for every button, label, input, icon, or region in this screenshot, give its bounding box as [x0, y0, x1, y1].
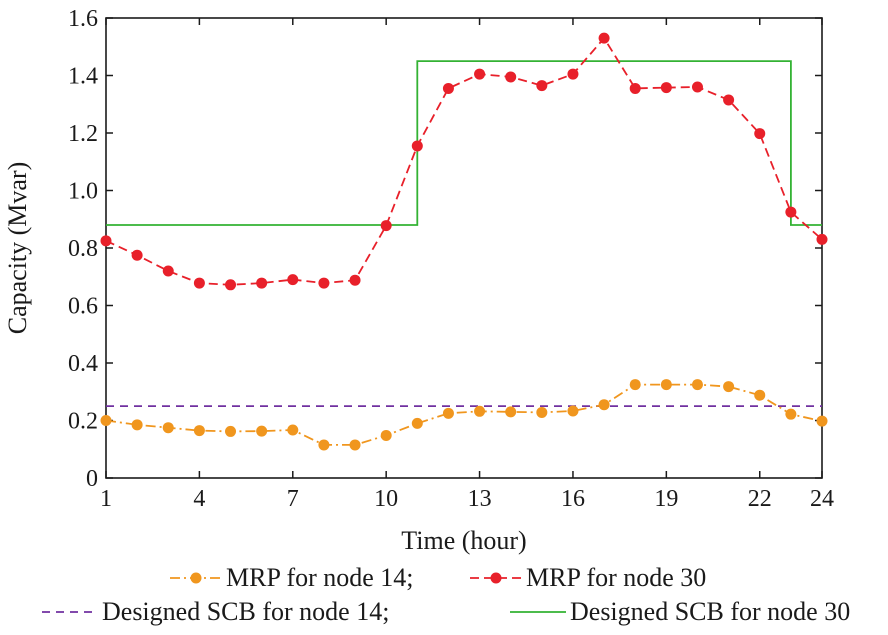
series-3	[106, 60, 822, 226]
legend-swatch-marker	[490, 572, 502, 584]
data-point	[318, 277, 330, 289]
data-point	[380, 429, 392, 441]
data-point	[100, 415, 112, 426]
legend-item-2: Designed SCB for node 14;	[42, 597, 389, 626]
data-point	[380, 220, 392, 232]
data-point	[411, 140, 423, 152]
data-point	[287, 424, 299, 436]
plot-frame	[105, 17, 823, 479]
data-point	[567, 405, 579, 417]
y-tick-label: 1.0	[68, 179, 98, 205]
series-0	[100, 379, 828, 451]
data-point	[754, 128, 766, 140]
data-point	[100, 235, 112, 247]
x-tick-label: 4	[193, 486, 205, 512]
data-point	[256, 277, 268, 289]
data-point	[411, 417, 423, 429]
data-point	[505, 71, 517, 83]
legend-label: Designed SCB for node 14;	[102, 597, 389, 626]
data-point	[536, 406, 548, 418]
y-tick-label: 1.2	[68, 121, 98, 147]
y-axis-ticks: 0 0.2 0.4 0.6 0.8 1.0 1.2 1.4 1.6	[68, 6, 822, 492]
y-tick-label: 0.8	[68, 236, 98, 262]
y-tick-label: 0.4	[68, 351, 98, 377]
x-tick-label: 7	[287, 486, 299, 512]
data-point	[474, 68, 486, 80]
legend-label: Designed SCB for node 30	[570, 597, 850, 626]
legend-label: MRP for node 30	[526, 563, 706, 592]
data-point	[629, 379, 641, 391]
data-point	[629, 82, 641, 94]
data-point	[131, 249, 143, 261]
y-tick-label: 1.6	[68, 6, 98, 32]
data-point	[816, 415, 828, 427]
data-point	[131, 419, 143, 431]
legend-item-0: MRP for node 14;	[170, 563, 414, 592]
plot-area: 0 0.2 0.4 0.6 0.8 1.0 1.2 1.4 1.6 1 4 7 10 13 16 19 22 2…	[68, 6, 834, 512]
legend-item-1: MRP for node 30	[470, 563, 706, 592]
x-tick-label: 19	[654, 486, 678, 512]
x-tick-label: 10	[374, 486, 398, 512]
data-point	[660, 379, 672, 391]
data-point	[318, 439, 330, 451]
data-point	[162, 422, 174, 434]
data-point	[505, 406, 517, 418]
x-tick-label: 22	[748, 486, 772, 512]
x-tick-label: 24	[810, 486, 834, 512]
data-point	[598, 32, 610, 44]
data-point	[349, 439, 361, 451]
data-point	[474, 405, 486, 417]
legend-item-3: Designed SCB for node 30	[510, 597, 850, 626]
data-point	[287, 274, 299, 286]
y-tick-label: 0.2	[68, 409, 98, 435]
data-point	[660, 82, 672, 94]
data-point	[349, 274, 361, 286]
data-point	[785, 408, 797, 420]
data-point	[598, 399, 610, 411]
series-line	[105, 36, 823, 286]
series-layer	[100, 32, 828, 451]
data-point	[442, 407, 454, 419]
data-point	[442, 82, 454, 94]
series-1	[100, 32, 828, 291]
data-point	[536, 80, 548, 92]
x-axis-title: Time (hour)	[401, 526, 526, 555]
data-point	[691, 81, 703, 93]
y-tick-label: 0	[86, 466, 98, 492]
y-axis-title: Capacity (Mvar)	[3, 162, 32, 335]
data-point	[225, 425, 237, 437]
y-tick-label: 0.6	[68, 294, 98, 320]
data-point	[162, 265, 174, 277]
data-point	[754, 389, 766, 401]
data-point	[225, 279, 237, 291]
x-tick-label: 16	[561, 486, 585, 512]
data-point	[785, 206, 797, 218]
legend-swatch-marker	[190, 572, 202, 584]
series-line	[105, 383, 823, 446]
data-point	[691, 379, 703, 391]
data-point	[193, 425, 205, 437]
data-point	[816, 233, 828, 245]
legend: MRP for node 14; MRP for node 30 Designed …	[42, 563, 850, 626]
y-tick-label: 1.4	[68, 64, 98, 90]
data-point	[256, 425, 268, 437]
data-point	[567, 68, 579, 80]
x-axis-ticks: 1 4 7 10 13 16 19 22 24	[100, 18, 834, 512]
data-point	[723, 94, 735, 106]
series-line	[106, 60, 822, 226]
x-tick-label: 13	[468, 486, 492, 512]
legend-label: MRP for node 14;	[226, 563, 414, 592]
x-tick-label: 1	[100, 486, 112, 512]
data-point	[193, 277, 205, 289]
data-point	[723, 381, 735, 393]
